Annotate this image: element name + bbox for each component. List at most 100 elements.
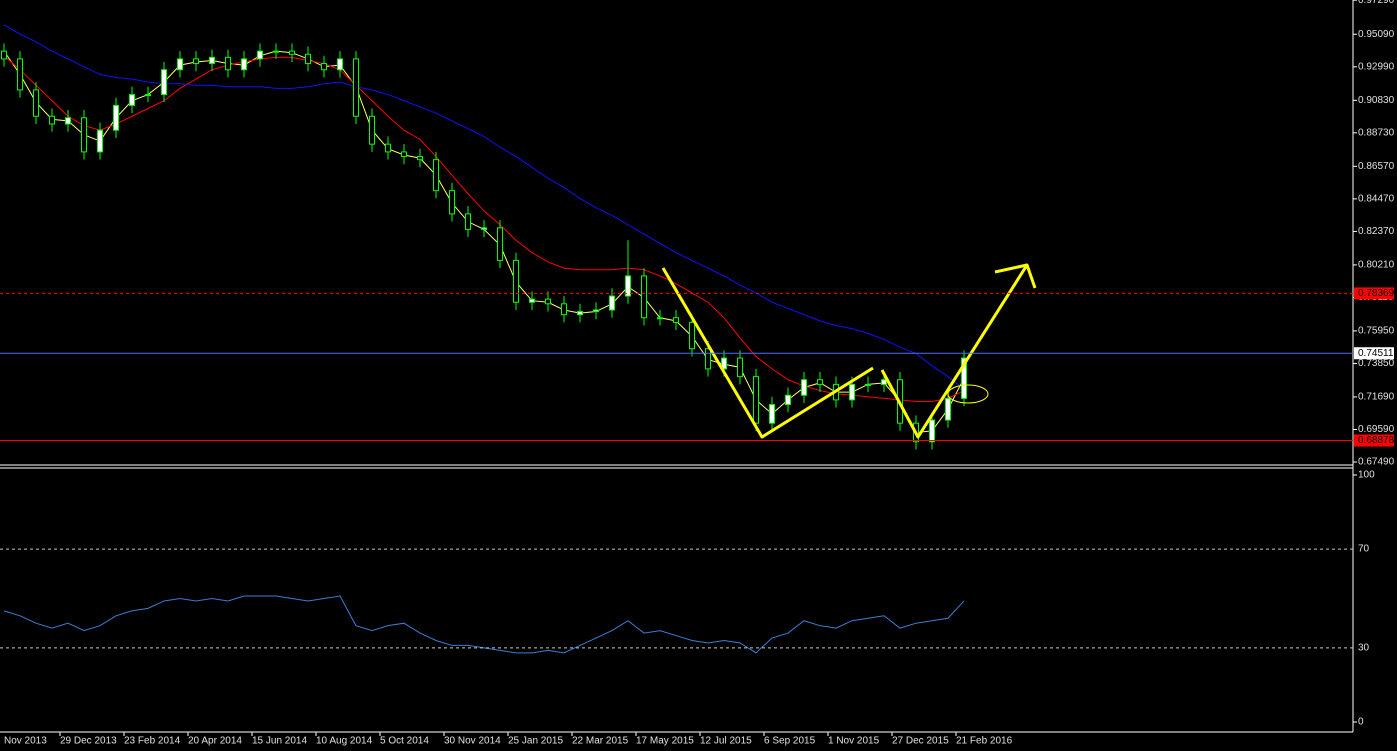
x-tick-label: 22 Mar 2015 <box>572 736 629 747</box>
x-tick-label: 21 Feb 2016 <box>956 736 1013 747</box>
candle-body <box>961 357 967 399</box>
candle-body <box>529 298 535 303</box>
x-tick-label: 25 Jan 2015 <box>508 736 563 747</box>
candle-body <box>81 117 87 153</box>
candle-body <box>641 275 647 319</box>
x-tick-label: 23 Feb 2014 <box>124 736 181 747</box>
x-tick-label: 1 Nov 2015 <box>828 736 880 747</box>
candle-body <box>689 321 695 350</box>
x-tick-label: 12 Jul 2015 <box>700 736 752 747</box>
y-tick-label: 0.69590 <box>1358 424 1395 435</box>
y-tick-label: 0.71690 <box>1358 392 1395 403</box>
candle-body <box>433 159 439 192</box>
candle-body <box>193 58 199 65</box>
candle-body <box>49 115 55 125</box>
candle-body <box>929 419 935 443</box>
candle-body <box>865 383 871 386</box>
y-tick-label: 30 <box>1358 643 1370 654</box>
y-tick-label: 70 <box>1358 544 1370 555</box>
candle-body <box>801 379 807 396</box>
annotation <box>661 263 1037 439</box>
candle-body <box>417 156 423 161</box>
candle-body <box>321 63 327 71</box>
candle-body <box>737 357 743 378</box>
pattern-line <box>661 267 874 439</box>
arrow-head <box>994 263 1037 289</box>
candle-body <box>673 317 679 323</box>
candle-body <box>945 397 951 421</box>
y-tick-label: 100 <box>1358 470 1375 481</box>
candle-body <box>145 94 151 97</box>
x-tick-label: 27 Dec 2015 <box>892 736 949 747</box>
y-tick-label: 0.82370 <box>1358 226 1395 237</box>
candle-body <box>65 117 71 125</box>
y-tick-label: 0.67490 <box>1358 457 1395 468</box>
y-tick-label: 0 <box>1358 717 1364 728</box>
candle-body <box>817 379 823 385</box>
x-tick-label: 29 Dec 2013 <box>60 736 117 747</box>
highlight-ellipse <box>947 384 989 404</box>
y-tick-label: 0.90830 <box>1358 95 1395 106</box>
y-tick-label: 0.75950 <box>1358 326 1395 337</box>
candle-body <box>353 58 359 117</box>
candle-body <box>1 50 7 60</box>
pattern-line <box>880 264 1029 439</box>
y-tick-label: 0.80210 <box>1358 260 1395 271</box>
y-tick-label: 0.86570 <box>1358 161 1395 172</box>
y-tick-label: 0.97290 <box>1358 0 1395 6</box>
candle-body <box>593 309 599 313</box>
y-tick-label: 0.88730 <box>1358 127 1395 138</box>
candle-body <box>225 56 231 71</box>
candle-body <box>561 303 567 316</box>
candle-body <box>241 58 247 71</box>
candle-body <box>401 151 407 158</box>
candle-body <box>753 376 759 424</box>
x-tick-label: Nov 2013 <box>4 736 47 747</box>
price-label-bg <box>1354 434 1394 447</box>
x-tick-label: 15 Jun 2014 <box>252 736 307 747</box>
candle-body <box>625 275 631 297</box>
price-label: 0.68878 <box>1358 435 1395 446</box>
candle-body <box>465 213 471 230</box>
y-tick-label: 0.95090 <box>1358 29 1395 40</box>
candle-body <box>257 50 263 60</box>
x-tick-label: 5 Oct 2014 <box>380 736 429 747</box>
price-label: 0.74511 <box>1358 348 1394 359</box>
candle-body <box>545 298 551 305</box>
candle-body <box>129 94 135 106</box>
candle-body <box>849 383 855 401</box>
candle-body <box>609 295 615 311</box>
candle-body <box>481 227 487 230</box>
x-tick-label: 30 Nov 2014 <box>444 736 501 747</box>
candle-body <box>289 50 295 55</box>
price-label-bg <box>1354 287 1394 300</box>
y-tick-label: 0.92990 <box>1358 61 1395 72</box>
candle-body <box>513 259 519 303</box>
x-tick-label: 10 Aug 2014 <box>316 736 373 747</box>
candle-body <box>177 58 183 71</box>
candle-body <box>705 348 711 370</box>
candle-body <box>337 58 343 71</box>
candle-body <box>369 115 375 145</box>
price-label-bg <box>1354 347 1394 360</box>
candle-body <box>881 379 887 385</box>
candle-body <box>497 227 503 261</box>
y-tick-label: 0.73850 <box>1358 358 1395 369</box>
price-label: 0.78369 <box>1358 288 1395 299</box>
x-tick-label: 6 Sep 2015 <box>764 736 816 747</box>
y-tick-label: 0.84470 <box>1358 194 1395 205</box>
candle-body <box>657 317 663 320</box>
candle-body <box>113 104 119 131</box>
candle-body <box>97 129 103 153</box>
candle-body <box>721 357 727 370</box>
candle-body <box>577 311 583 316</box>
candle-body <box>17 58 23 91</box>
candle-body <box>305 53 311 65</box>
candle-body <box>33 89 39 117</box>
candle-body <box>785 394 791 406</box>
indicator-line <box>3 595 965 654</box>
x-tick-label: 17 May 2015 <box>636 736 694 747</box>
